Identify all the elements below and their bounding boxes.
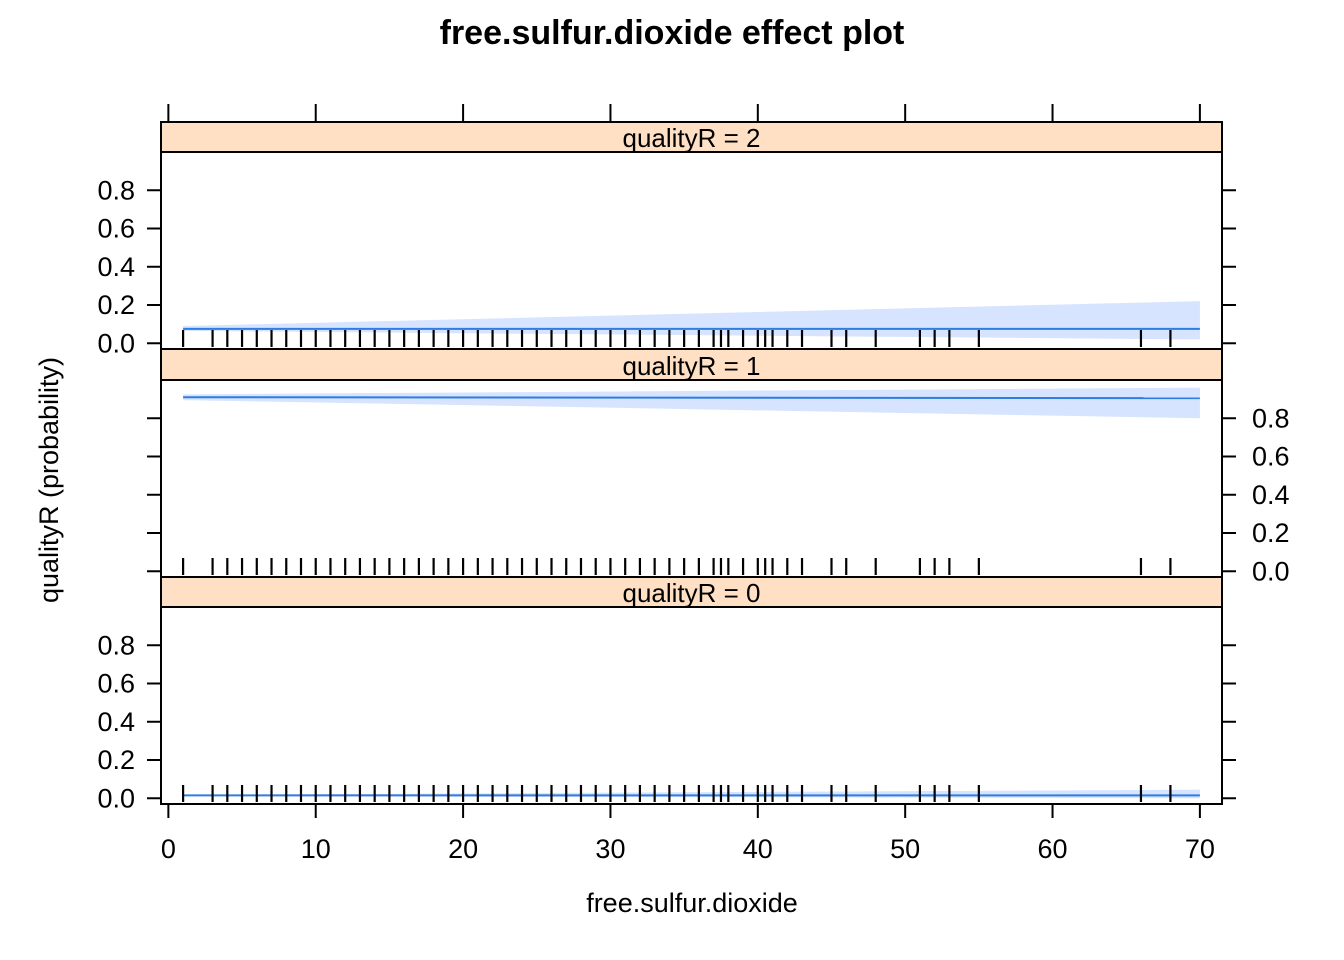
y-tick-label: 0.0 [97, 783, 135, 813]
top-x-axis-ticks [167, 104, 1201, 122]
x-tick-label: 20 [448, 834, 478, 864]
rug-marks [182, 785, 1172, 802]
x-tick-label: 50 [890, 834, 920, 864]
x-tick-label: 40 [743, 834, 773, 864]
x-tick-label: 30 [595, 834, 625, 864]
y-tick-label: 0.0 [1252, 556, 1290, 586]
panel-2: 0.0 0.2 0.4 0.6 0.8 qualityR = 0 [97, 576, 1236, 813]
y-tick-label: 0.6 [1252, 442, 1290, 472]
panel-strip-label: qualityR = 2 [622, 123, 760, 153]
y-tick-label: 0.8 [97, 175, 135, 205]
panel-0: 0.0 0.2 0.4 0.6 0.8 qualityR = 2 [97, 121, 1236, 358]
panel-strip [160, 121, 1223, 153]
confidence-band [183, 387, 1200, 419]
chart-title: free.sulfur.dioxide effect plot [440, 14, 905, 52]
y-tick-label: 0.2 [97, 290, 135, 320]
y-tick-label: 0.2 [1252, 518, 1290, 548]
x-tick-label: 0 [161, 834, 176, 864]
panel-strip-label: qualityR = 0 [622, 578, 760, 608]
y-tick-label: 0.2 [97, 745, 135, 775]
x-tick-label: 10 [301, 834, 331, 864]
y-tick-label: 0.0 [97, 328, 135, 358]
panel-strip-label: qualityR = 1 [622, 351, 760, 381]
confidence-band [183, 789, 1200, 799]
y-tick-label: 0.4 [1252, 480, 1290, 510]
panel-1: 0.0 0.2 0.4 0.6 0.8 qualityR = 1 [147, 348, 1290, 586]
rug-marks [182, 558, 1172, 575]
y-tick-label: 0.8 [97, 630, 135, 660]
y-tick-label: 0.8 [1252, 403, 1290, 433]
y-axis-label: qualityR (probability) [34, 357, 64, 603]
y-tick-label: 0.6 [97, 214, 135, 244]
rug-marks [182, 330, 1172, 347]
confidence-band [183, 301, 1200, 340]
x-tick-label: 70 [1185, 834, 1215, 864]
y-tick-label: 0.4 [97, 707, 135, 737]
panel-strip [160, 348, 1223, 381]
x-tick-label: 60 [1038, 834, 1068, 864]
panel-frame [160, 606, 1223, 805]
y-tick-label: 0.4 [97, 252, 135, 282]
x-axis-label: free.sulfur.dioxide [586, 888, 798, 918]
bottom-x-axis: 0 10 20 30 40 50 60 70 [161, 804, 1215, 864]
y-tick-label: 0.6 [97, 669, 135, 699]
fit-line [183, 396, 1200, 400]
panel-strip [160, 576, 1223, 608]
